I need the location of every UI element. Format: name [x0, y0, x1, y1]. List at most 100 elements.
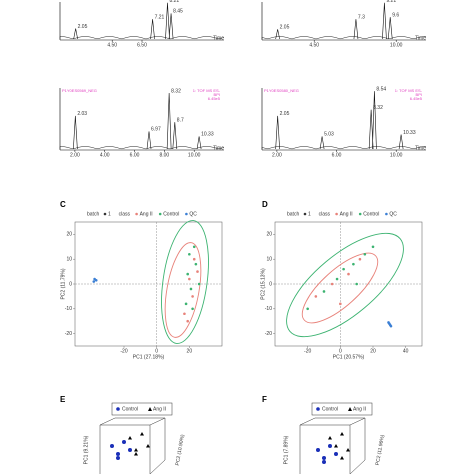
legend-marker — [358, 212, 362, 216]
legend-box — [311, 402, 373, 416]
legend-text: Control — [122, 406, 138, 412]
point — [330, 282, 334, 286]
x-axis-label: Time — [213, 35, 224, 41]
x-tick-label: 8.00 — [159, 152, 169, 158]
point — [363, 252, 367, 256]
x-tick-label: 4.50 — [309, 42, 319, 48]
trace-header: P1Y0ES0569_NEG — [62, 88, 97, 93]
point — [358, 257, 362, 261]
peak — [382, 2, 387, 40]
point — [191, 295, 194, 298]
point — [192, 245, 196, 249]
trace-header: BPI — [214, 92, 220, 97]
peak — [319, 136, 325, 150]
peak — [150, 19, 155, 40]
y-tick-label: 20 — [266, 232, 272, 238]
point — [191, 307, 194, 311]
x-tick-label: -20 — [304, 348, 311, 354]
x-tick-label: 20 — [187, 348, 193, 354]
axis-label: PC1 (9.21%) — [83, 435, 89, 464]
x-tick-label: 20 — [370, 348, 376, 354]
peak-label: 8.45 — [173, 9, 183, 15]
point — [355, 282, 358, 286]
peak-label: 8.32 — [373, 105, 383, 111]
panel-letter: D — [262, 200, 268, 209]
point — [110, 444, 114, 448]
trace-header: 6.45e5 — [208, 96, 221, 101]
legend-marker — [316, 407, 320, 411]
y-tick-label: -10 — [265, 306, 272, 312]
point — [116, 456, 120, 460]
x-tick-label: 6.00 — [332, 152, 342, 158]
peak — [372, 91, 377, 150]
trace-header: 6.45e5 — [410, 96, 423, 101]
legend-text: Control — [322, 406, 338, 412]
legend-marker — [185, 212, 188, 216]
peak — [172, 122, 178, 150]
point — [128, 436, 132, 440]
confidence-ellipse — [286, 232, 404, 338]
legend-text: batch — [87, 211, 99, 217]
x-axis-label: Time — [415, 145, 426, 151]
y-tick-label: 10 — [66, 257, 72, 263]
x-axis-label: Time — [213, 145, 224, 151]
point — [186, 272, 189, 276]
baseline-trace — [59, 146, 225, 150]
axis-label: PC2 (10.90%) — [175, 434, 186, 466]
x-tick-label: 10.00 — [390, 152, 403, 158]
peak-label: 8.7 — [177, 117, 184, 123]
point — [328, 436, 332, 440]
point — [192, 257, 196, 261]
y-axis-label: PC2 (11.79%) — [60, 268, 66, 299]
x-tick-label: 2.00 — [70, 152, 80, 158]
point — [197, 282, 201, 286]
point — [335, 277, 339, 281]
point — [322, 290, 326, 293]
peak-label: 9.21 — [386, 0, 396, 4]
peak — [275, 29, 280, 40]
peak-label: 10.33 — [403, 130, 416, 136]
point — [188, 277, 191, 281]
point — [342, 267, 345, 271]
x-axis-label: Time — [415, 35, 426, 41]
legend-text: class — [119, 211, 131, 217]
legend-text: Ang II — [140, 211, 153, 217]
point — [328, 444, 332, 448]
panel-letter: C — [60, 200, 66, 209]
point — [334, 444, 338, 448]
legend-marker — [385, 212, 388, 216]
peak-label: 7.21 — [155, 14, 165, 20]
legend-marker — [135, 212, 138, 216]
x-tick-label: 10.00 — [188, 152, 201, 158]
legend-marker — [148, 407, 152, 411]
panel-letter: E — [60, 395, 66, 404]
peak — [73, 115, 78, 150]
peak — [165, 2, 170, 40]
x-tick-label: -20 — [120, 348, 127, 354]
baseline-trace — [261, 146, 427, 150]
point — [346, 448, 350, 452]
x-tick-label: 6.50 — [137, 42, 147, 48]
peak — [353, 19, 359, 40]
peak — [73, 28, 78, 40]
peak — [398, 134, 404, 150]
point — [134, 448, 138, 452]
x-tick-label: 6.00 — [130, 152, 140, 158]
peak-label: 6.97 — [151, 127, 161, 133]
point — [347, 272, 350, 276]
point — [122, 440, 126, 444]
baseline-trace — [261, 36, 427, 40]
legend-marker — [103, 212, 107, 216]
peak-label: 8.21 — [169, 0, 179, 4]
point — [339, 302, 342, 306]
y-tick-label: -20 — [265, 331, 272, 337]
y-tick-label: -10 — [65, 306, 72, 312]
y-axis-label: PC2 (15.13%) — [260, 268, 266, 300]
point — [92, 280, 96, 283]
y-tick-label: 0 — [69, 281, 72, 287]
point — [186, 319, 189, 323]
peak — [387, 17, 393, 40]
point — [316, 448, 320, 452]
